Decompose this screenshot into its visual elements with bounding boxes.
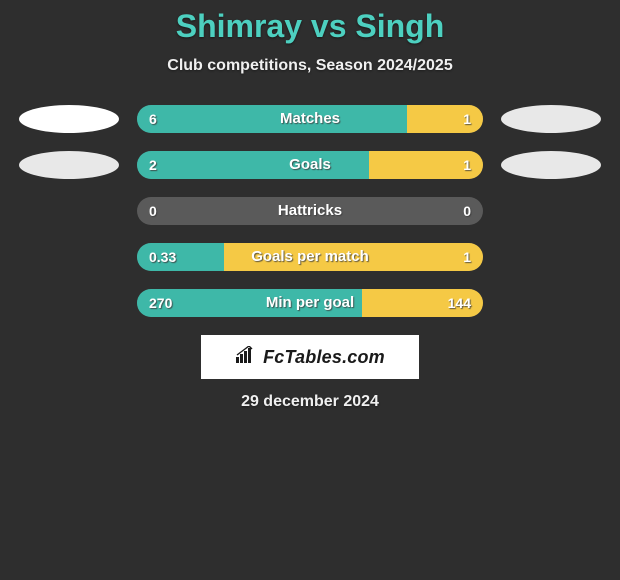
stat-value-right: 144 <box>448 289 471 317</box>
stat-label: Hattricks <box>137 197 483 225</box>
brand-chart-icon <box>235 346 257 369</box>
stat-bar: 270Min per goal144 <box>137 289 483 317</box>
stat-value-right: 0 <box>463 197 471 225</box>
spacer <box>501 197 601 225</box>
spacer <box>19 197 119 225</box>
stat-bar: 0Hattricks0 <box>137 197 483 225</box>
stat-row: 6Matches1 <box>0 105 620 133</box>
spacer <box>19 243 119 271</box>
stat-value-right: 1 <box>463 243 471 271</box>
stat-bar: 6Matches1 <box>137 105 483 133</box>
brand-badge[interactable]: FcTables.com <box>201 335 419 379</box>
stat-bar: 0.33Goals per match1 <box>137 243 483 271</box>
stat-rows-container: 6Matches1 2Goals1 0Hattricks0 0.33Goals per… <box>0 105 620 317</box>
stats-card: Shimray vs Singh Club competitions, Seas… <box>0 0 620 411</box>
stat-value-right: 1 <box>463 105 471 133</box>
team-marker-right <box>501 151 601 179</box>
stat-label: Matches <box>137 105 483 133</box>
team-marker-left <box>19 105 119 133</box>
brand-text: FcTables.com <box>263 347 385 368</box>
date-label: 29 december 2024 <box>0 393 620 411</box>
team-marker-right <box>501 105 601 133</box>
stat-label: Goals <box>137 151 483 179</box>
spacer <box>501 243 601 271</box>
stat-row: 270Min per goal144 <box>0 289 620 317</box>
stat-row: 0.33Goals per match1 <box>0 243 620 271</box>
stat-row: 0Hattricks0 <box>0 197 620 225</box>
stat-label: Goals per match <box>137 243 483 271</box>
stat-bar: 2Goals1 <box>137 151 483 179</box>
spacer <box>19 289 119 317</box>
page-title: Shimray vs Singh <box>0 8 620 45</box>
stat-row: 2Goals1 <box>0 151 620 179</box>
stat-label: Min per goal <box>137 289 483 317</box>
subtitle: Club competitions, Season 2024/2025 <box>0 57 620 75</box>
spacer <box>501 289 601 317</box>
team-marker-left <box>19 151 119 179</box>
stat-value-right: 1 <box>463 151 471 179</box>
